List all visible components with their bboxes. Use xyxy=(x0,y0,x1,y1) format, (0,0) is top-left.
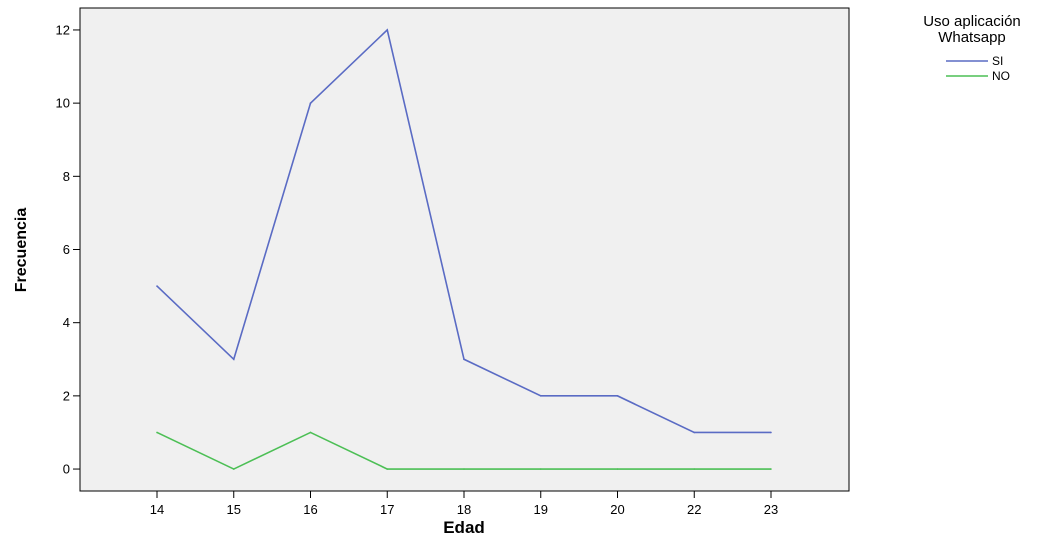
y-tick-label: 2 xyxy=(63,388,70,403)
legend-title-line-2: Whatsapp xyxy=(938,29,1006,46)
legend-label-si: SI xyxy=(992,54,1003,68)
data-point-si xyxy=(463,358,465,361)
legend-title-line-1: Uso aplicación xyxy=(923,13,1021,30)
data-point-no xyxy=(232,468,235,470)
x-tick-label: 19 xyxy=(534,502,548,517)
x-tick-label: 20 xyxy=(610,502,624,517)
data-point-si xyxy=(386,29,389,31)
data-point-no xyxy=(309,431,312,434)
data-point-no xyxy=(693,468,696,470)
plot-area xyxy=(79,7,850,492)
data-point-si xyxy=(232,358,235,361)
y-tick-label: 4 xyxy=(63,315,70,330)
data-point-no xyxy=(616,468,619,470)
data-point-si xyxy=(539,395,542,397)
data-point-si xyxy=(693,431,696,434)
data-point-si xyxy=(616,395,619,397)
legend-label-no: NO xyxy=(992,69,1010,83)
data-point-no xyxy=(770,468,772,470)
x-tick-label: 14 xyxy=(150,502,164,517)
x-tick-label: 15 xyxy=(227,502,241,517)
y-tick-label: 10 xyxy=(56,96,70,111)
y-tick-label: 0 xyxy=(63,462,70,477)
data-point-si xyxy=(309,102,312,104)
y-tick-label: 12 xyxy=(56,22,70,37)
data-point-no xyxy=(463,468,465,470)
data-point-no xyxy=(539,468,542,470)
data-point-si xyxy=(770,431,772,434)
y-axis-title: Frecuencia xyxy=(13,208,30,293)
x-tick-label: 17 xyxy=(380,502,394,517)
x-tick-label: 22 xyxy=(687,502,701,517)
x-tick-label: 23 xyxy=(764,502,778,517)
data-point-no xyxy=(156,431,158,434)
x-axis-title: Edad xyxy=(443,518,485,537)
x-axis: 14 15 16 17 18 19 20 22 23 xyxy=(150,491,778,517)
x-tick-label: 16 xyxy=(303,502,317,517)
y-tick-label: 8 xyxy=(63,169,70,184)
data-point-no xyxy=(386,468,389,470)
y-axis: 0 2 4 6 8 10 12 xyxy=(56,22,80,477)
y-tick-label: 6 xyxy=(63,242,70,257)
series-layer xyxy=(156,28,772,470)
data-point-si xyxy=(156,285,158,287)
x-tick-label: 18 xyxy=(457,502,471,517)
legend: Uso aplicación Whatsapp SI NO xyxy=(923,13,1021,83)
